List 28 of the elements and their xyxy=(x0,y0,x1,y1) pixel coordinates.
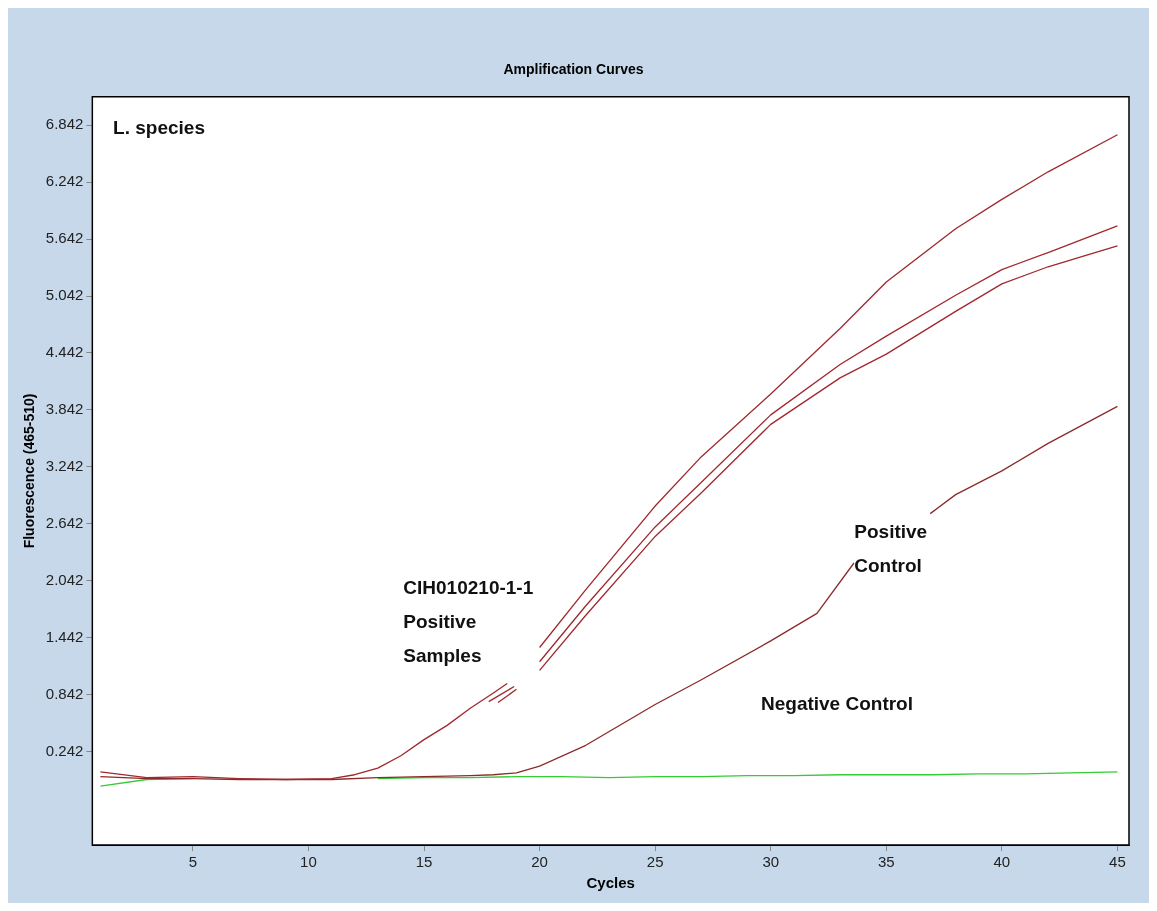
x-tick-label: 35 xyxy=(877,853,895,871)
annotation: L. species xyxy=(113,116,205,138)
y-tick-label: 4.442 xyxy=(45,343,84,361)
chart-title: Amplification Curves xyxy=(503,61,644,78)
x-tick-label: 25 xyxy=(646,853,664,871)
y-tick-label: 0.242 xyxy=(45,741,84,759)
y-tick-label: 3.842 xyxy=(45,400,84,418)
y-tick-label: 2.642 xyxy=(45,514,84,532)
y-tick-label: 3.242 xyxy=(45,457,84,475)
y-tick-label: 5.042 xyxy=(45,286,84,304)
x-tick-label: 20 xyxy=(531,853,548,871)
y-tick-label: 6.842 xyxy=(45,115,84,133)
x-tick-label: 5 xyxy=(188,853,198,871)
y-tick-label: 5.642 xyxy=(45,229,84,247)
y-tick-label: 1.442 xyxy=(45,627,84,645)
x-tick-label: 15 xyxy=(415,853,433,871)
y-axis-title: Fluorescence (465-510) xyxy=(21,393,38,549)
x-tick-label: 40 xyxy=(993,853,1011,871)
x-tick-label: 45 xyxy=(1109,853,1126,871)
x-tick-label: 10 xyxy=(300,853,317,871)
annotation: CIH010210-1-1 Positive Samples xyxy=(403,577,534,667)
x-tick-label: 30 xyxy=(762,853,780,871)
y-tick-label: 0.842 xyxy=(45,684,84,702)
y-tick-label: 2.042 xyxy=(45,570,84,588)
annotation: Negative Control xyxy=(760,693,914,715)
annotation: Positive Control xyxy=(854,521,928,577)
x-axis-title: Cycles xyxy=(586,874,635,892)
y-tick-label: 6.242 xyxy=(45,172,84,190)
